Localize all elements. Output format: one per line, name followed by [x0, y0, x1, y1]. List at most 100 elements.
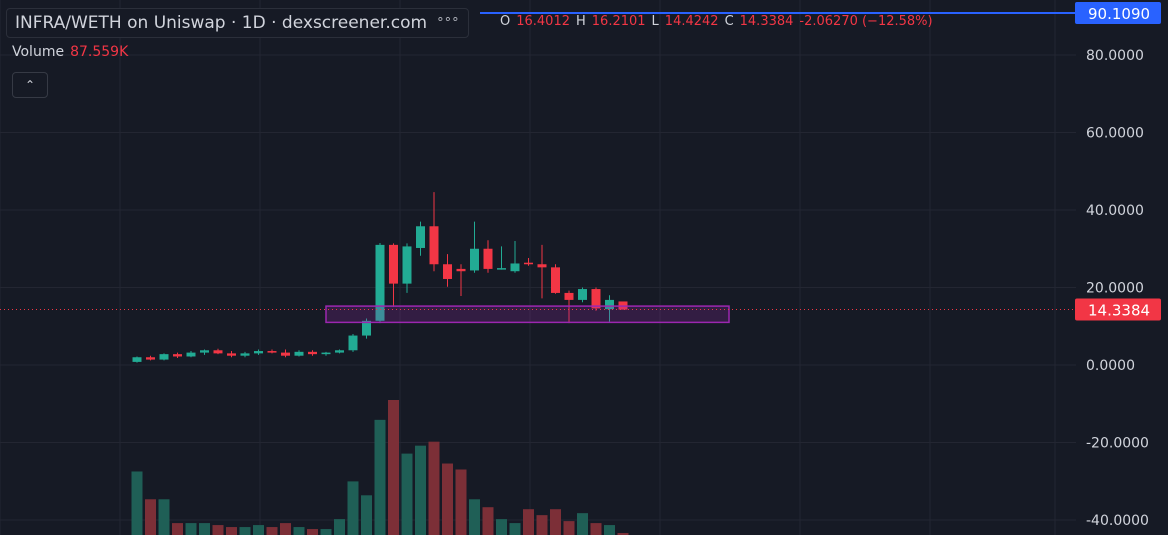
candle-body [429, 226, 439, 265]
candle-body [362, 320, 371, 336]
candle-body [389, 244, 398, 284]
ohlc-readout: O 16.4012 H 16.2101 L 14.4242 C 14.3384 -2.0… [500, 14, 933, 29]
volume-bar [172, 523, 183, 535]
candle-body [564, 292, 574, 300]
more-options-icon[interactable]: °°° [437, 15, 460, 31]
chart-grid [0, 0, 1076, 535]
candle-body [281, 352, 290, 356]
volume-bar [212, 525, 224, 535]
close-value: 14.3384 [739, 14, 794, 29]
volume-bar [442, 463, 453, 535]
volume-bar [347, 481, 359, 535]
candle-body [348, 335, 358, 351]
candle-body [213, 350, 223, 354]
open-label: O [500, 14, 511, 29]
candle-body [159, 354, 169, 360]
candle-body [591, 289, 601, 309]
candle-body [308, 351, 317, 355]
candle-body [497, 268, 506, 270]
price-tick-label: -40.0000 [1086, 513, 1149, 529]
volume-bar [482, 507, 494, 535]
volume-bar [253, 525, 264, 535]
volume-bar [293, 527, 305, 535]
price-tick-label: 60.0000 [1086, 126, 1144, 142]
volume-bar [563, 521, 575, 535]
last-price-label: 14.3384 [1088, 301, 1150, 319]
candle-body [551, 267, 560, 293]
candle-body [254, 351, 263, 354]
candle-body [510, 263, 520, 272]
volume-bar [428, 441, 440, 535]
volume-bar [469, 499, 480, 535]
candle-body [456, 268, 466, 272]
volume-bars [131, 400, 629, 535]
volume-bar [226, 527, 237, 535]
candle-body [605, 299, 614, 310]
volume-bar [145, 499, 156, 535]
last-price-badge [1075, 298, 1161, 321]
volume-bar [590, 523, 602, 535]
candle-body [578, 289, 587, 300]
candle-body [335, 350, 344, 353]
volume-bar [266, 527, 278, 535]
volume-bar [496, 519, 507, 535]
candle-body [227, 353, 236, 356]
volume-bar [158, 499, 170, 535]
top-price-label: 90.1090 [1088, 5, 1150, 23]
volume-bar [577, 513, 588, 535]
volume-bar [185, 523, 197, 535]
price-axis: 80.0000 60.0000 40.0000 20.0000 0.0000 -20.00… [1075, 2, 1161, 529]
candle-body [173, 354, 182, 357]
volume-bar [374, 419, 386, 535]
candle-body [321, 352, 331, 355]
candles [132, 192, 628, 363]
volume-bar [455, 469, 467, 535]
top-price-badge [1075, 2, 1161, 24]
candle-body [375, 244, 385, 321]
candle-body [483, 248, 493, 269]
volume-bar [239, 527, 251, 535]
volume-bar [199, 523, 210, 535]
candle-body [294, 351, 304, 356]
volume-bar [388, 400, 399, 535]
volume-bar [361, 495, 372, 535]
price-tick-label: 80.0000 [1086, 48, 1144, 64]
support-zone-rectangle [325, 305, 730, 324]
price-tick-label: 20.0000 [1086, 281, 1144, 297]
price-tick-label: 0.0000 [1086, 358, 1135, 374]
volume-bar [604, 525, 615, 535]
volume-bar [334, 519, 345, 535]
volume-bar [131, 471, 143, 535]
high-value: 16.2101 [591, 14, 646, 29]
volume-label: Volume [12, 44, 65, 60]
volume-bar [401, 453, 413, 535]
volume-bar [509, 523, 521, 535]
volume-bar [280, 523, 291, 535]
candle-body [267, 351, 277, 353]
candle-body [132, 357, 142, 362]
chart-title: INFRA/WETH on Uniswap · 1D · dexscreener… [15, 13, 428, 33]
price-tick-label: 40.0000 [1086, 203, 1144, 219]
close-label: C [724, 14, 734, 29]
volume-bar [307, 529, 318, 535]
volume-bar [415, 445, 426, 535]
chart-legend-title[interactable]: INFRA/WETH on Uniswap · 1D · dexscreener… [6, 8, 469, 38]
open-value: 16.4012 [516, 14, 570, 29]
candle-body [470, 248, 479, 271]
volume-value: 87.559K [70, 44, 129, 60]
candle-body [240, 353, 250, 356]
price-tick-label: -20.0000 [1086, 436, 1149, 452]
volume-bar [536, 515, 548, 535]
candle-body [443, 264, 452, 279]
chevron-up-icon: ⌃ [24, 78, 36, 92]
candle-body [186, 352, 196, 357]
volume-legend: Volume 87.559K [12, 44, 128, 60]
candle-body [146, 357, 155, 360]
candle-body [416, 226, 425, 248]
low-value: 14.4242 [664, 14, 719, 29]
volume-bar [617, 533, 629, 535]
candle-body [200, 350, 209, 353]
collapse-legend-button[interactable]: ⌃ [12, 72, 48, 98]
volume-bar [550, 509, 561, 535]
